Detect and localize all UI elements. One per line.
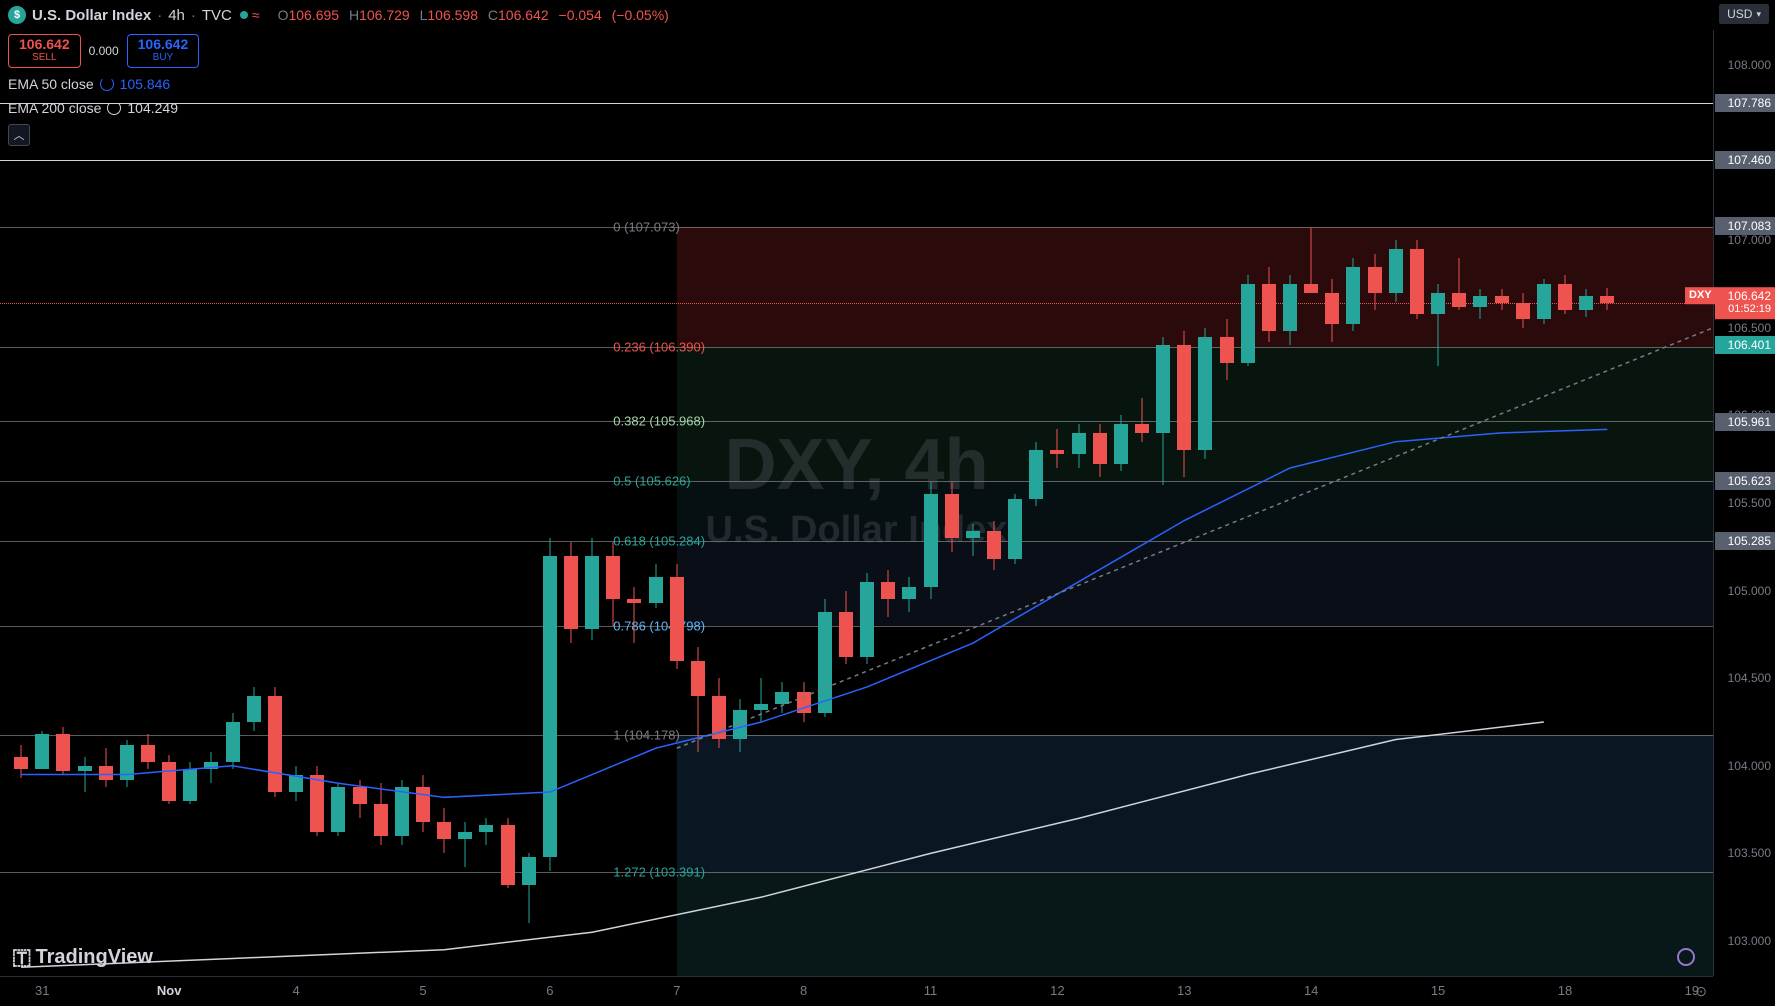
x-tick: 8: [800, 983, 807, 998]
y-price-label: 107.786: [1715, 94, 1775, 112]
symbol-badge: DXY: [1685, 287, 1716, 304]
y-price-label: 105.623: [1715, 472, 1775, 490]
y-tick: 104.000: [1728, 759, 1771, 773]
y-price-label: 106.401: [1715, 336, 1775, 354]
y-tick: 103.000: [1728, 934, 1771, 948]
y-tick: 108.000: [1728, 58, 1771, 72]
tradingview-logo[interactable]: 🇹​ TradingView: [12, 944, 153, 970]
snapshot-icon[interactable]: [1677, 948, 1695, 966]
candle-series: [0, 30, 1713, 976]
tv-logo-icon: 🇹​: [12, 944, 31, 970]
y-tick: 107.000: [1728, 233, 1771, 247]
session-status: ≈: [240, 7, 260, 23]
x-tick: 11: [924, 983, 938, 998]
market-open-icon: [240, 11, 248, 19]
interval[interactable]: 4h: [168, 7, 185, 24]
ohlc-display: O106.695 H106.729 L106.598 C106.642 −0.0…: [272, 7, 669, 23]
x-tick: 31: [35, 983, 49, 998]
y-price-label: 107.083: [1715, 217, 1775, 235]
x-tick: 4: [292, 983, 299, 998]
currency-selector[interactable]: USD ▾: [1719, 4, 1769, 24]
x-tick: 13: [1177, 983, 1191, 998]
y-tick: 104.500: [1728, 671, 1771, 685]
y-tick: 105.000: [1728, 584, 1771, 598]
y-price-label: 105.961: [1715, 413, 1775, 431]
x-tick: 18: [1558, 983, 1572, 998]
header: $ U.S. Dollar Index · 4h · TVC ≈ O106.69…: [0, 0, 1775, 30]
x-tick: 7: [673, 983, 680, 998]
x-tick: 12: [1050, 983, 1064, 998]
y-price-label: 107.460: [1715, 151, 1775, 169]
x-tick: Nov: [157, 983, 182, 998]
x-tick: 5: [419, 983, 426, 998]
x-tick: 6: [546, 983, 553, 998]
x-tick: 14: [1304, 983, 1318, 998]
price-scale[interactable]: 108.000107.000106.500106.000105.500105.0…: [1713, 30, 1775, 976]
y-tick: 103.500: [1728, 846, 1771, 860]
symbol-icon: $: [8, 6, 26, 24]
x-tick: 19: [1685, 983, 1699, 998]
y-tick: 106.500: [1728, 321, 1771, 335]
time-scale[interactable]: ⊙ 31Nov4567811121314151819: [0, 976, 1713, 1006]
data-delay-icon: ≈: [252, 7, 260, 23]
y-tick: 105.500: [1728, 496, 1771, 510]
x-tick: 15: [1431, 983, 1445, 998]
chart-pane[interactable]: 0 (107.073)0.236 (106.390)0.382 (105.968…: [0, 30, 1713, 976]
symbol-name[interactable]: U.S. Dollar Index: [32, 7, 151, 24]
chevron-down-icon: ▾: [1756, 9, 1761, 20]
exchange: TVC: [202, 7, 232, 24]
y-price-label: 105.285: [1715, 532, 1775, 550]
last-price-label: DXY106.64201:52:19: [1715, 287, 1775, 319]
